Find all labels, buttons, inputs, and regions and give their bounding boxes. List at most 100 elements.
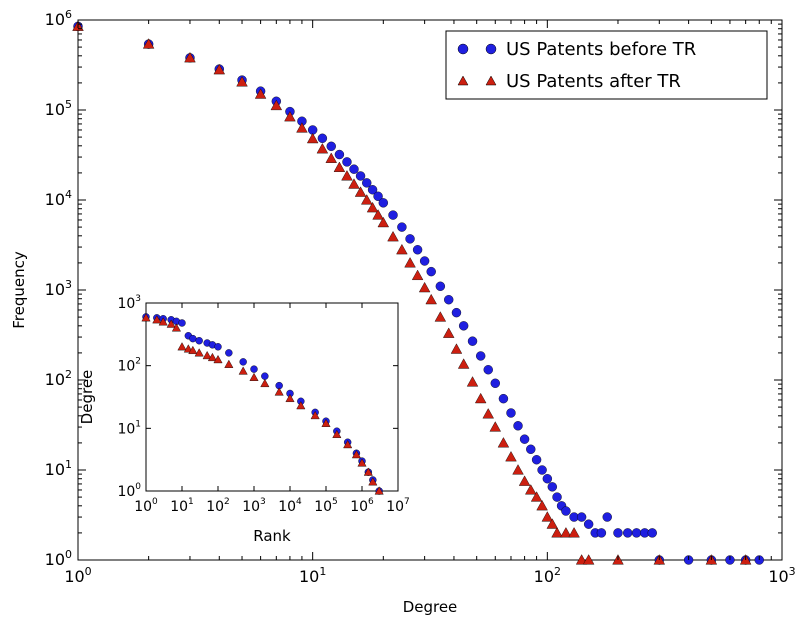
inset-point-triangle <box>171 323 181 332</box>
main-point-circle <box>458 321 469 331</box>
inset-point-circle <box>214 343 222 351</box>
main-point-circle <box>547 482 558 492</box>
inset-x-tick-label: 102 <box>206 497 230 515</box>
main-point-triangle <box>366 201 379 213</box>
main-point-circle <box>326 141 336 152</box>
main-point-circle <box>388 210 398 220</box>
inset-point-triangle <box>224 359 234 368</box>
main-point-triangle <box>512 464 524 475</box>
main-point-circle <box>513 421 523 431</box>
inset-y-tick-label: 102 <box>117 357 141 375</box>
main-point-triangle <box>482 408 494 419</box>
main-point-triangle <box>568 527 580 538</box>
main-point-circle <box>552 492 562 502</box>
main-point-triangle <box>341 170 353 181</box>
main-point-triangle <box>236 76 248 87</box>
main-point-triangle <box>518 475 531 486</box>
main-y-tick-label: 101 <box>45 458 72 479</box>
main-point-circle <box>596 528 607 538</box>
main-point-triangle <box>489 421 502 432</box>
main-point-circle <box>576 512 587 522</box>
inset-point-circle <box>250 365 258 373</box>
main-point-circle <box>426 266 436 277</box>
main-x-tick-label: 102 <box>534 565 561 586</box>
main-point-triangle <box>284 111 296 122</box>
main-plot-marks <box>72 20 764 565</box>
main-x-tick-label: 101 <box>299 565 326 586</box>
main-point-circle <box>602 512 612 522</box>
inset-y-tick-label: 103 <box>117 294 141 312</box>
inset-point-triangle <box>238 366 248 375</box>
main-x-tick-label: 100 <box>64 565 91 586</box>
main-point-circle <box>412 245 423 255</box>
inset-point-triangle <box>368 477 378 486</box>
inset-y-tick-label: 101 <box>117 419 141 437</box>
main-point-triangle <box>497 437 510 448</box>
legend: US Patents before TR US Patents after TR <box>445 30 768 100</box>
main-point-circle <box>506 408 516 418</box>
inset-point-triangle <box>363 467 373 476</box>
inset-point-triangle <box>141 313 151 322</box>
main-point-circle <box>475 351 486 361</box>
main-point-triangle <box>213 63 226 75</box>
main-point-circle <box>355 171 366 181</box>
main-y-tick-label: 100 <box>45 548 72 569</box>
main-point-triangle <box>575 554 588 565</box>
inset-point-triangle <box>332 429 342 438</box>
main-x-tick-label: 103 <box>768 565 795 586</box>
y-axis-label: Frequency <box>10 251 28 329</box>
main-point-triangle <box>418 281 431 293</box>
main-point-circle <box>435 281 446 291</box>
main-point-triangle <box>396 243 408 255</box>
main-y-tick-label: 105 <box>45 98 72 119</box>
main-point-triangle <box>551 527 563 538</box>
main-point-circle <box>373 191 383 201</box>
inset-point-triangle <box>249 372 259 381</box>
main-point-triangle <box>354 186 367 197</box>
inset-plot-marks <box>141 313 384 495</box>
main-point-triangle <box>372 209 384 220</box>
inset-point-triangle <box>274 387 284 396</box>
main-point-circle <box>631 528 642 538</box>
main-point-circle <box>451 307 462 318</box>
main-point-circle <box>397 222 407 232</box>
legend-marker-after-1 <box>457 75 469 86</box>
main-point-circle <box>583 519 594 529</box>
main-point-triangle <box>434 311 447 322</box>
main-point-circle <box>519 434 530 444</box>
main-point-circle <box>367 185 378 195</box>
inset-x-tick-label: 101 <box>170 497 194 515</box>
inset-point-circle <box>225 349 233 357</box>
main-point-circle <box>526 444 536 454</box>
legend-marker-before-1 <box>457 43 469 55</box>
main-point-circle <box>531 455 542 465</box>
main-point-triangle <box>411 269 424 280</box>
main-point-triangle <box>296 122 308 133</box>
main-point-triangle <box>457 358 470 369</box>
inset-x-tick-label: 105 <box>314 497 338 515</box>
inset-point-circle <box>178 319 186 327</box>
main-point-triangle <box>530 491 543 502</box>
legend-box <box>445 30 768 100</box>
main-point-circle <box>613 528 623 538</box>
main-point-circle <box>317 133 328 143</box>
inset-point-triangle <box>310 410 320 420</box>
main-point-triangle <box>404 257 416 268</box>
main-point-triangle <box>425 293 437 305</box>
inset-point-triangle <box>177 342 187 351</box>
main-point-circle <box>467 336 478 346</box>
main-point-circle <box>349 164 359 174</box>
inset-point-triangle <box>213 354 223 364</box>
main-series-1 <box>72 20 752 565</box>
main-point-circle <box>378 198 389 208</box>
main-point-triangle <box>316 143 329 154</box>
main-point-triangle <box>466 376 479 387</box>
inset-point-triangle <box>321 418 331 427</box>
inset-point-triangle <box>351 450 361 459</box>
inset-point-triangle <box>374 486 384 495</box>
inset-point-triangle <box>207 352 217 362</box>
inset-point-triangle <box>357 458 367 467</box>
main-point-circle <box>647 528 657 538</box>
inset-point-triangle <box>158 317 168 326</box>
inset-point-triangle <box>188 345 198 354</box>
